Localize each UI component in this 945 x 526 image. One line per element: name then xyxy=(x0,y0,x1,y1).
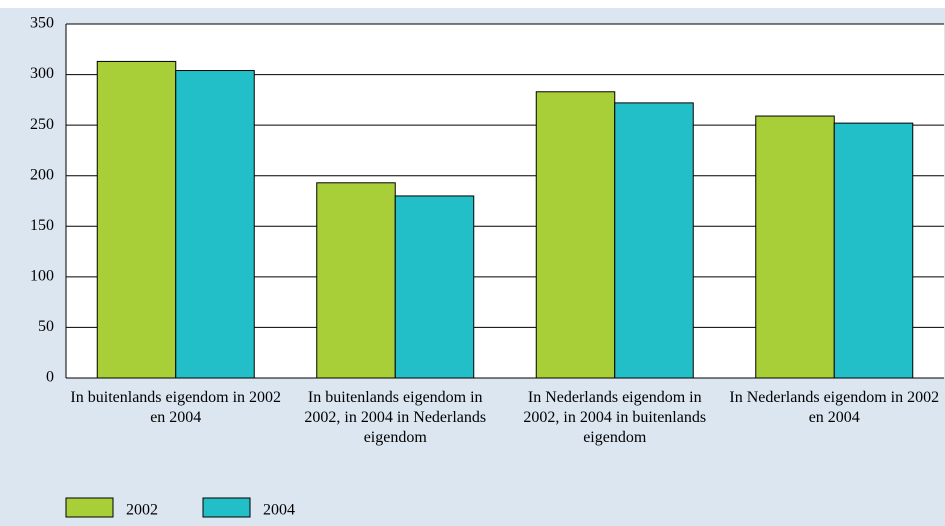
bar xyxy=(96,60,177,379)
bar xyxy=(614,102,694,379)
x-tick-label: In Nederlands eigendom in 2002 en 2004 xyxy=(729,389,940,426)
y-tick-label: 350 xyxy=(30,15,54,32)
x-tick-label: In Nederlands eigendom in 2002, in 2004 … xyxy=(523,389,707,446)
x-tick-label: In buitenlands eigendom in 2002 en 2004 xyxy=(70,389,282,426)
x-tick-label: In buitenlands eigendom in 2002, in 2004… xyxy=(304,389,487,446)
y-tick-label: 300 xyxy=(30,65,54,82)
y-tick-label: 200 xyxy=(30,166,54,183)
bar xyxy=(394,195,475,379)
legend-swatch xyxy=(65,497,114,518)
y-tick-label: 100 xyxy=(30,268,54,285)
legend-label: 2004 xyxy=(263,502,295,519)
y-tick-label: 250 xyxy=(30,116,54,133)
bar xyxy=(316,182,396,379)
bar xyxy=(833,122,914,379)
y-tick-label: 0 xyxy=(46,369,54,386)
y-tick-label: 150 xyxy=(30,217,54,234)
bar xyxy=(175,70,255,379)
y-tick-label: 50 xyxy=(38,318,54,335)
bar xyxy=(755,115,835,379)
legend-swatch xyxy=(202,497,251,518)
legend-label: 2002 xyxy=(126,502,158,519)
bar xyxy=(535,91,616,379)
